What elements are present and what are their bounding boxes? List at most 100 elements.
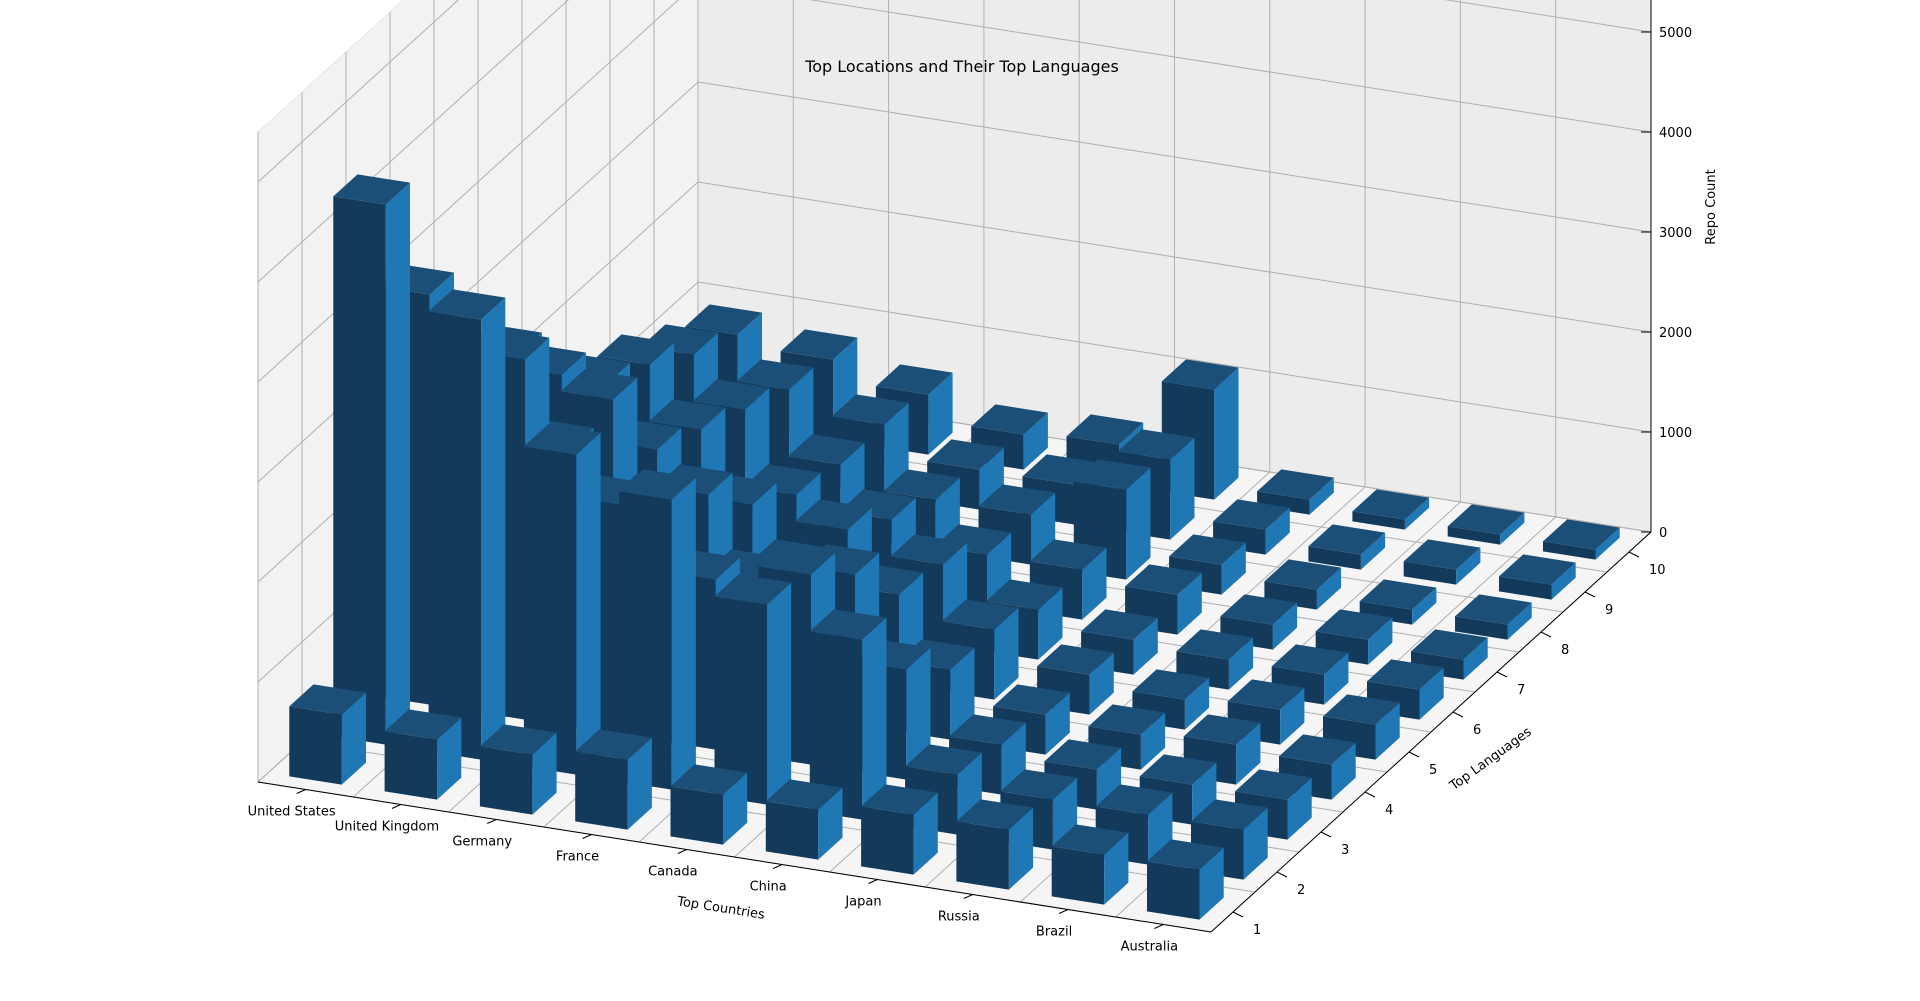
bar-8-9	[1308, 524, 1386, 570]
bar-top-face	[890, 534, 968, 565]
bar-side-face	[1243, 807, 1268, 880]
bar-side-face	[1375, 702, 1400, 760]
bar-9-8	[1359, 579, 1437, 625]
bar-top-face	[1029, 539, 1107, 570]
bar-front-face	[1403, 561, 1457, 585]
bar-side-face	[1331, 742, 1356, 800]
bar-top-face	[956, 799, 1034, 830]
bar-top-face	[1081, 609, 1158, 640]
x-tick	[677, 849, 688, 854]
bar-side-face	[1551, 562, 1576, 600]
bar-front-face	[428, 311, 482, 760]
bar-top-face	[714, 574, 792, 605]
y-tick-label: 3	[1341, 843, 1349, 858]
bar-top-face	[384, 709, 462, 740]
bar-10-1	[1147, 839, 1224, 920]
bar-front-face	[1257, 491, 1310, 515]
z-tick-label: 2000	[1659, 326, 1692, 341]
z-tick-label: 4000	[1659, 126, 1692, 141]
bar-top-face	[1220, 594, 1298, 625]
bar-3-2	[523, 424, 601, 775]
bar-2-1	[384, 709, 462, 800]
bar-7-4	[993, 684, 1070, 755]
bar-10-7	[1411, 629, 1488, 680]
x-tick	[868, 879, 878, 884]
bar-top-face	[795, 499, 872, 530]
y-axis-line	[1210, 531, 1652, 933]
bar-10-9	[1499, 554, 1576, 600]
bar-top-face	[1455, 594, 1532, 625]
bar-side-face	[1133, 617, 1158, 675]
bar-side-face	[627, 737, 652, 830]
bar-7-10	[1257, 469, 1334, 515]
bar-top-face	[883, 469, 960, 500]
bar-side-face	[884, 402, 909, 495]
bar-side-face	[1316, 567, 1342, 610]
bar-top-face	[1147, 839, 1224, 870]
bar-top-face	[1411, 629, 1488, 660]
bar-side-face	[1456, 547, 1481, 585]
bar-front-face	[670, 786, 723, 845]
bar-top-face	[875, 364, 953, 395]
bar-front-face	[575, 751, 628, 830]
x-tick-label: Russia	[938, 910, 980, 925]
bar-side-face	[532, 732, 557, 815]
bar-side-face	[1045, 692, 1070, 755]
bar-top-face	[787, 434, 865, 465]
bar-front-face	[333, 196, 386, 745]
bar-6-2	[809, 609, 887, 820]
bar-front-face	[384, 731, 438, 800]
bar-side-face	[1507, 602, 1532, 640]
bar-top-face	[809, 609, 887, 640]
bar-front-face	[1447, 526, 1501, 545]
bar-front-face	[619, 491, 672, 790]
bar-top-face	[575, 729, 652, 760]
z-tick-label: 5000	[1659, 26, 1692, 41]
bar-top-face	[736, 359, 814, 390]
bar-top-face	[861, 784, 938, 815]
bar-side-face	[1221, 542, 1246, 595]
bar-top-face	[479, 724, 557, 755]
bar-side-face	[481, 297, 506, 760]
bar-side-face	[928, 372, 953, 455]
bar-front-face	[1359, 601, 1413, 625]
bar-top-face	[1169, 534, 1246, 565]
x-tick-label: Germany	[452, 835, 512, 850]
bar-top-face	[971, 404, 1048, 435]
bar-side-face	[1236, 722, 1261, 785]
bar-top-face	[905, 744, 982, 775]
bar-front-face	[765, 801, 819, 860]
y-tick	[1540, 631, 1552, 638]
bar-top-face	[1191, 799, 1268, 830]
bar-4-2	[619, 469, 696, 790]
bar-side-face	[1184, 677, 1210, 730]
bar-front-face	[956, 821, 1009, 890]
x-tick	[582, 834, 592, 839]
y-tick-label: 9	[1605, 603, 1613, 618]
bar-side-face	[906, 647, 931, 780]
bar-7-2	[905, 744, 982, 835]
bar-side-face	[1140, 712, 1166, 770]
bar-5-8	[978, 484, 1056, 565]
y-tick-label: 4	[1385, 803, 1393, 818]
z-axis-label: Repo Count	[1704, 169, 1719, 244]
bar-top-face	[619, 469, 696, 500]
bar-top-face	[1117, 429, 1195, 460]
bar-top-face	[1161, 359, 1239, 390]
bar-front-face	[1352, 511, 1405, 530]
bar-side-face	[979, 447, 1004, 510]
bar-10-10	[1543, 519, 1620, 560]
bar-side-face	[818, 787, 843, 860]
bar-top-face	[1271, 644, 1349, 675]
y-tick-label: 10	[1649, 563, 1666, 578]
bar-top-face	[648, 399, 726, 430]
bar-1-2	[333, 174, 410, 745]
bar-top-face	[523, 424, 601, 455]
bar-side-face	[1126, 467, 1151, 580]
bar-top-face	[692, 379, 770, 410]
x-tick-label: Australia	[1121, 940, 1179, 955]
x-axis-label: Top Countries	[675, 894, 766, 923]
bar-top-face	[1088, 704, 1166, 735]
bar-side-face	[1192, 762, 1217, 825]
x-tick	[1058, 909, 1069, 914]
